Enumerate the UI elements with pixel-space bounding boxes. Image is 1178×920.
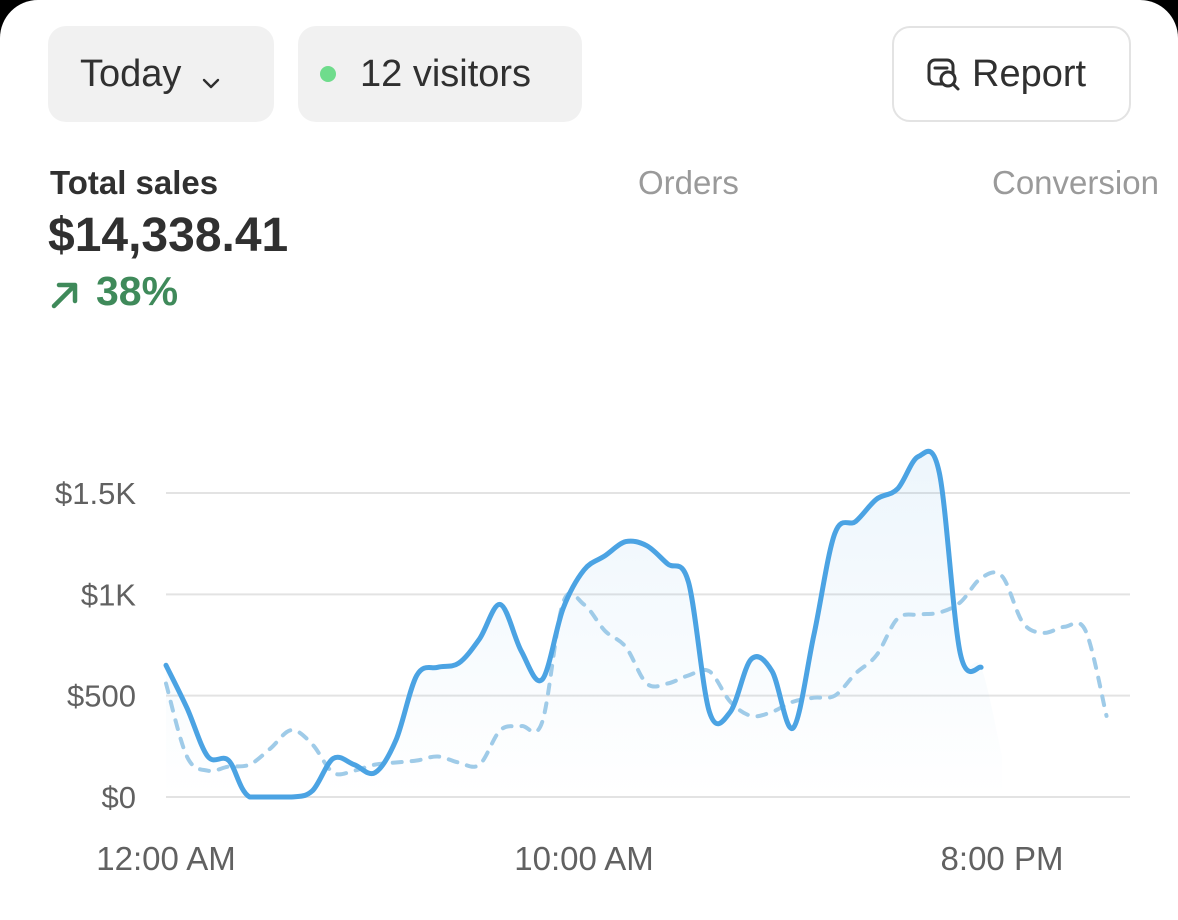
y-tick-label: $1K <box>81 577 136 612</box>
status-dot-icon <box>320 66 336 82</box>
y-tick-label: $1.5K <box>55 476 136 511</box>
report-button[interactable]: Report <box>892 26 1131 122</box>
y-tick-label: $0 <box>102 780 136 815</box>
sales-area-fill <box>166 451 1002 797</box>
tab-conversion[interactable]: Conversion <box>992 164 1159 201</box>
x-tick-label: 12:00 AM <box>96 840 235 877</box>
sales-change-percent: 38% <box>96 268 179 314</box>
x-tick-label: 10:00 AM <box>514 840 653 877</box>
x-tick-label: 8:00 PM <box>941 840 1064 877</box>
date-filter-label: Today <box>80 52 182 95</box>
tab-total-sales[interactable]: Total sales <box>50 164 219 201</box>
date-filter-button[interactable]: Today <box>48 26 274 122</box>
y-tick-label: $500 <box>67 679 136 714</box>
report-label: Report <box>972 52 1087 95</box>
chevron-down-icon <box>199 62 223 89</box>
total-sales-value: $14,338.41 <box>48 209 289 262</box>
tab-orders[interactable]: Orders <box>638 164 739 201</box>
sales-change: 38% <box>48 268 178 315</box>
current-period-line <box>163 448 984 800</box>
report-search-icon <box>924 55 962 93</box>
sales-chart: $0 $500 $1K $1.5K 12:00 AM 10:00 AM 8:00 PM <box>55 448 1130 877</box>
visitors-label: 12 visitors <box>360 52 532 95</box>
live-visitors-badge[interactable]: 12 visitors <box>298 26 582 122</box>
arrow-up-right-icon <box>48 275 82 309</box>
